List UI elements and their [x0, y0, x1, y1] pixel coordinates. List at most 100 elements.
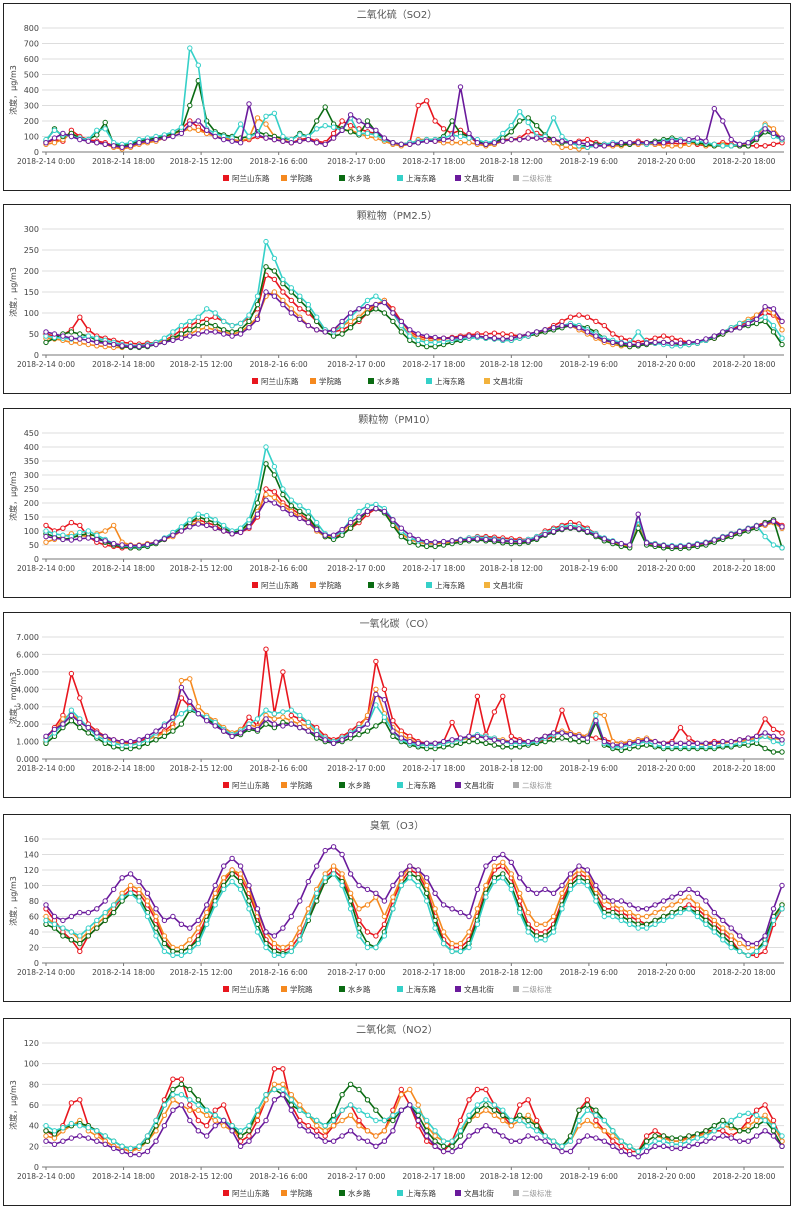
data-point	[491, 855, 498, 862]
data-point	[204, 320, 210, 327]
data-point	[500, 538, 506, 544]
data-point	[305, 719, 311, 726]
data-point	[390, 894, 396, 900]
legend-label[interactable]: 学院路	[290, 1188, 313, 1198]
legend-label[interactable]: 阿兰山东路	[232, 984, 270, 994]
data-point	[694, 890, 701, 897]
data-point	[770, 306, 777, 312]
legend-label[interactable]: 水乡路	[348, 984, 371, 994]
data-point	[119, 738, 125, 745]
data-point	[567, 1138, 574, 1144]
legend-label[interactable]: 水乡路	[377, 580, 400, 590]
legend-label[interactable]: 二级标准	[522, 173, 552, 183]
data-point	[762, 716, 768, 722]
legend-label[interactable]: 文昌北街	[464, 780, 494, 790]
data-point	[237, 871, 244, 877]
x-tick-label: 2018-2-17 0:00	[327, 157, 385, 166]
legend-label[interactable]: 上海东路	[406, 173, 436, 183]
data-point	[111, 341, 117, 348]
data-point	[449, 719, 455, 726]
legend-label[interactable]: 上海东路	[406, 1188, 436, 1198]
data-point	[94, 1128, 100, 1134]
legend-label[interactable]: 阿兰山东路	[261, 580, 299, 590]
data-point	[237, 863, 244, 869]
data-point	[601, 913, 607, 920]
y-tick-label: 60	[29, 1101, 39, 1110]
legend-label[interactable]: 文昌北街	[464, 984, 494, 994]
data-point	[457, 84, 464, 90]
data-point	[593, 143, 599, 149]
legend-label[interactable]: 学院路	[319, 376, 342, 386]
data-point	[432, 925, 438, 931]
data-point	[297, 1107, 303, 1113]
data-point	[237, 529, 244, 536]
data-point	[254, 726, 261, 733]
legend-label[interactable]: 阿兰山东路	[232, 1188, 270, 1198]
data-point	[610, 898, 616, 904]
legend-label[interactable]: 水乡路	[348, 173, 371, 183]
legend-label[interactable]: 上海东路	[406, 984, 436, 994]
data-point	[449, 335, 455, 341]
data-point	[440, 929, 447, 935]
legend-label[interactable]: 文昌北街	[493, 580, 523, 590]
data-point	[280, 925, 286, 931]
x-tick-label: 2018-2-15 12:00	[170, 360, 233, 369]
data-point	[195, 322, 202, 329]
legend-label[interactable]: 文昌北街	[464, 1188, 494, 1198]
legend-label[interactable]: 上海东路	[435, 376, 465, 386]
data-point	[373, 890, 379, 897]
legend-swatch	[397, 175, 403, 181]
data-point	[288, 721, 294, 727]
legend-label[interactable]: 水乡路	[348, 1188, 371, 1198]
data-point	[221, 863, 227, 869]
series-line-1	[45, 1083, 783, 1153]
legend-label[interactable]: 阿兰山东路	[232, 780, 270, 790]
legend-label[interactable]: 阿兰山东路	[232, 173, 270, 183]
data-point	[542, 1138, 548, 1144]
legend-label[interactable]: 学院路	[319, 580, 342, 590]
data-point	[635, 1154, 641, 1160]
data-point	[136, 1151, 142, 1158]
data-point	[542, 1133, 548, 1139]
legend-label[interactable]: 学院路	[290, 984, 313, 994]
data-point	[153, 341, 159, 348]
data-point	[356, 118, 362, 124]
legend-label[interactable]: 文昌北街	[493, 376, 523, 386]
data-point	[762, 533, 768, 540]
data-point	[153, 933, 159, 939]
data-point	[508, 738, 514, 745]
data-point	[221, 875, 227, 881]
legend-label[interactable]: 二级标准	[522, 984, 552, 994]
legend-label[interactable]: 学院路	[290, 780, 313, 790]
data-point	[305, 728, 311, 734]
data-point	[280, 952, 286, 959]
legend-label[interactable]: 水乡路	[377, 376, 400, 386]
legend-label[interactable]: 水乡路	[348, 780, 371, 790]
data-point	[161, 733, 168, 740]
data-point	[627, 1151, 633, 1158]
legend-label[interactable]: 阿兰山东路	[261, 376, 299, 386]
data-point	[339, 318, 345, 325]
legend-label[interactable]: 学院路	[290, 173, 313, 183]
data-point	[457, 1133, 464, 1139]
data-point	[711, 909, 717, 916]
data-point	[728, 925, 734, 931]
legend-label[interactable]: 上海东路	[406, 780, 436, 790]
data-point	[364, 304, 371, 310]
legend-label[interactable]: 二级标准	[522, 780, 552, 790]
data-point	[314, 1123, 320, 1129]
data-point	[652, 140, 658, 146]
data-point	[398, 525, 404, 531]
data-point	[457, 948, 464, 955]
data-point	[618, 1148, 624, 1155]
x-tick-label: 2018-2-18 12:00	[480, 360, 543, 369]
legend-label[interactable]: 上海东路	[435, 580, 465, 590]
legend-label[interactable]: 文昌北街	[464, 173, 494, 183]
data-point	[398, 141, 404, 148]
data-point	[94, 140, 100, 146]
data-point	[753, 316, 760, 323]
legend-label[interactable]: 二级标准	[522, 1188, 552, 1198]
data-point	[745, 1117, 751, 1124]
data-point	[424, 1138, 430, 1144]
chart-svg: 二氧化氮（NO2） 0 20 40 60 80 100 120 浓度，μg/m3 2018-2-1…	[8, 1023, 785, 1198]
